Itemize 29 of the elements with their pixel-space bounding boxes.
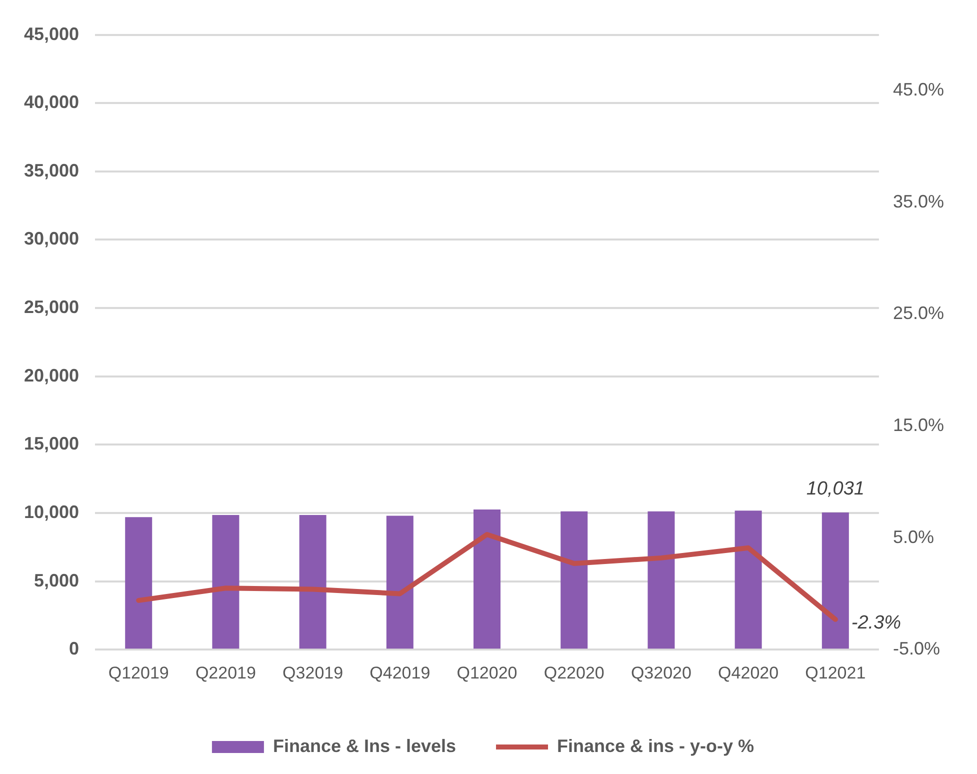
y2-tick-label: 15.0% (892, 415, 944, 436)
y2-tick-label: 35.0% (892, 191, 944, 212)
y2-tick-label: 5.0% (892, 526, 934, 547)
data-label: 10,031 (806, 478, 864, 500)
x-tick-label: Q32020 (630, 663, 692, 682)
x-tick-label: Q12020 (456, 663, 518, 682)
x-tick-label: Q22020 (544, 663, 604, 682)
y2-tick-label: -5.0% (892, 638, 940, 659)
y-tick-label: 30,000 (24, 228, 80, 249)
y2-tick-label: 25.0% (892, 303, 944, 324)
x-tick-label: Q12019 (108, 663, 169, 682)
y-tick-label: 35,000 (24, 160, 80, 180)
y2-tick-label: 45.0% (892, 80, 944, 100)
x-tick-label: Q32019 (282, 663, 344, 682)
y-tick-label: 15,000 (24, 434, 80, 454)
x-tick-label: Q22019 (195, 663, 256, 682)
y-tick-label: 5,000 (34, 570, 80, 590)
y-tick-label: 20,000 (24, 365, 80, 386)
y-tick-label: 25,000 (24, 297, 80, 318)
y-tick-label: 0 (69, 638, 80, 659)
x-tick-label: Q12021 (805, 663, 866, 682)
y-tick-label: 10,000 (24, 502, 80, 522)
x-tick-label: Q42020 (718, 663, 779, 682)
data-label: -2.3% (851, 612, 902, 634)
legend-label: Finance & Ins - levels (272, 736, 456, 756)
y-tick-label: 45,000 (24, 24, 80, 44)
x-tick-label: Q42019 (370, 663, 430, 682)
legend-label: Finance & ins - y-o-y % (557, 736, 754, 756)
y-tick-label: 40,000 (24, 92, 80, 112)
